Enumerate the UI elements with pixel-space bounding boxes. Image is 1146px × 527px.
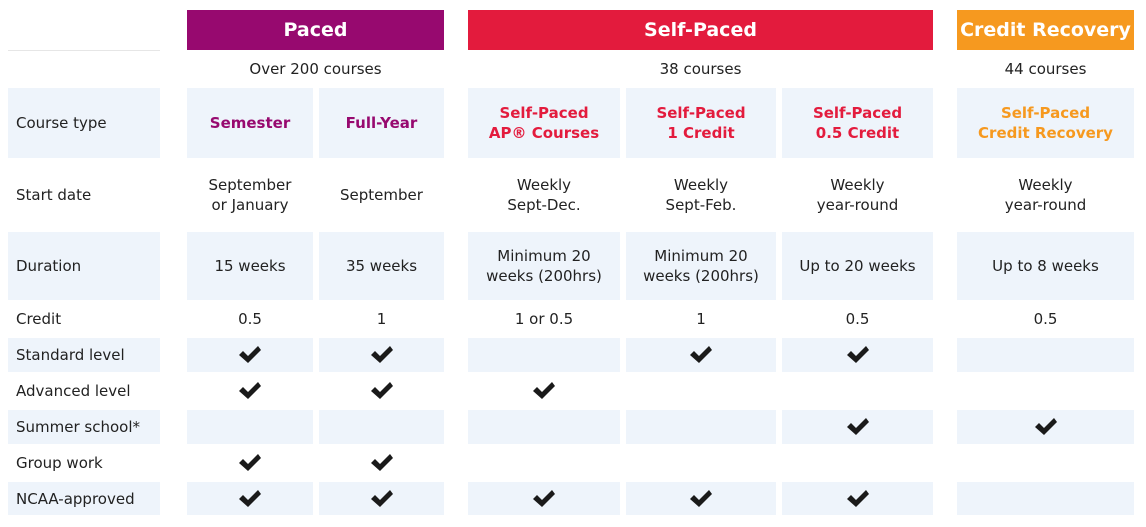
cell: Weekly year-round xyxy=(1004,176,1087,214)
checkmark xyxy=(239,382,261,399)
row-label: Group work xyxy=(16,454,103,472)
check-cell xyxy=(319,446,444,480)
check-cell xyxy=(626,446,776,480)
row-label: Duration xyxy=(8,232,160,300)
cell: 35 weeks xyxy=(319,232,444,300)
check-cell xyxy=(626,374,776,408)
check-cell xyxy=(468,482,620,515)
check-cell xyxy=(957,410,1134,444)
cell: 0.5 xyxy=(1033,310,1058,328)
checkmark xyxy=(690,346,712,363)
group-subtitle: 44 courses xyxy=(1004,60,1087,78)
cell: Weekly year-round xyxy=(816,176,899,214)
check-cell xyxy=(957,374,1134,408)
check-cell xyxy=(957,446,1134,480)
check-cell xyxy=(626,410,776,444)
checkmark xyxy=(370,489,393,507)
check-cell xyxy=(468,446,620,480)
course-type: Full-Year xyxy=(319,88,444,158)
check-cell xyxy=(782,482,933,515)
check-cell xyxy=(187,446,313,480)
check-cell xyxy=(468,410,620,444)
row-label: Advanced level xyxy=(16,382,131,400)
checkmark xyxy=(239,489,261,507)
cell: Weekly Sept-Feb. xyxy=(665,176,737,214)
checkmark xyxy=(533,489,555,507)
group-title: Self-Paced xyxy=(468,10,933,50)
check-cell xyxy=(187,374,313,408)
course-type: Self-Paced AP® Courses xyxy=(468,88,620,158)
check-cell xyxy=(319,338,444,372)
check-cell xyxy=(319,374,444,408)
checkmark xyxy=(370,382,393,399)
check-cell xyxy=(782,374,933,408)
checkmark xyxy=(370,454,393,471)
group-subtitle: 38 courses xyxy=(659,60,742,78)
row-label: Start date xyxy=(16,186,92,204)
cell: Weekly Sept-Dec. xyxy=(507,176,581,214)
cell: Up to 20 weeks xyxy=(782,232,933,300)
group-title: Paced xyxy=(187,10,444,50)
check-cell xyxy=(626,338,776,372)
group-subtitle: Over 200 courses xyxy=(249,60,382,78)
group-title: Credit Recovery xyxy=(957,10,1134,50)
cell: Minimum 20 weeks (200hrs) xyxy=(626,232,776,300)
cell: September xyxy=(340,186,423,204)
course-type: Self-Paced Credit Recovery xyxy=(957,88,1134,158)
divider xyxy=(8,50,160,51)
checkmark xyxy=(846,418,869,435)
course-type: Self-Paced 0.5 Credit xyxy=(782,88,933,158)
cell: Minimum 20 weeks (200hrs) xyxy=(468,232,620,300)
check-cell xyxy=(957,338,1134,372)
check-cell xyxy=(187,338,313,372)
row-label: Summer school* xyxy=(8,410,160,444)
check-cell xyxy=(319,410,444,444)
check-cell xyxy=(468,374,620,408)
check-cell xyxy=(782,446,933,480)
row-label: Credit xyxy=(16,310,62,328)
checkmark xyxy=(239,454,261,471)
row-label: NCAA-approved xyxy=(8,482,160,515)
checkmark xyxy=(846,346,869,363)
row-label: Course type xyxy=(8,88,160,158)
cell: 1 xyxy=(696,310,706,328)
check-cell xyxy=(782,410,933,444)
cell: 1 xyxy=(376,310,387,328)
checkmark xyxy=(1034,418,1057,435)
cell: 1 or 0.5 xyxy=(514,310,574,328)
check-cell xyxy=(187,482,313,515)
cell: September or January xyxy=(208,176,292,214)
check-cell xyxy=(957,482,1134,515)
checkmark xyxy=(239,346,261,363)
cell: Up to 8 weeks xyxy=(957,232,1134,300)
checkmark xyxy=(370,346,393,363)
course-type: Semester xyxy=(187,88,313,158)
check-cell xyxy=(782,338,933,372)
cell: 0.5 xyxy=(845,310,870,328)
checkmark xyxy=(690,489,712,507)
cell: 15 weeks xyxy=(187,232,313,300)
check-cell xyxy=(187,410,313,444)
check-cell xyxy=(319,482,444,515)
course-type: Self-Paced 1 Credit xyxy=(626,88,776,158)
cell: 0.5 xyxy=(238,310,262,328)
checkmark xyxy=(846,489,869,507)
check-cell xyxy=(468,338,620,372)
check-cell xyxy=(626,482,776,515)
checkmark xyxy=(533,382,555,399)
row-label: Standard level xyxy=(8,338,160,372)
